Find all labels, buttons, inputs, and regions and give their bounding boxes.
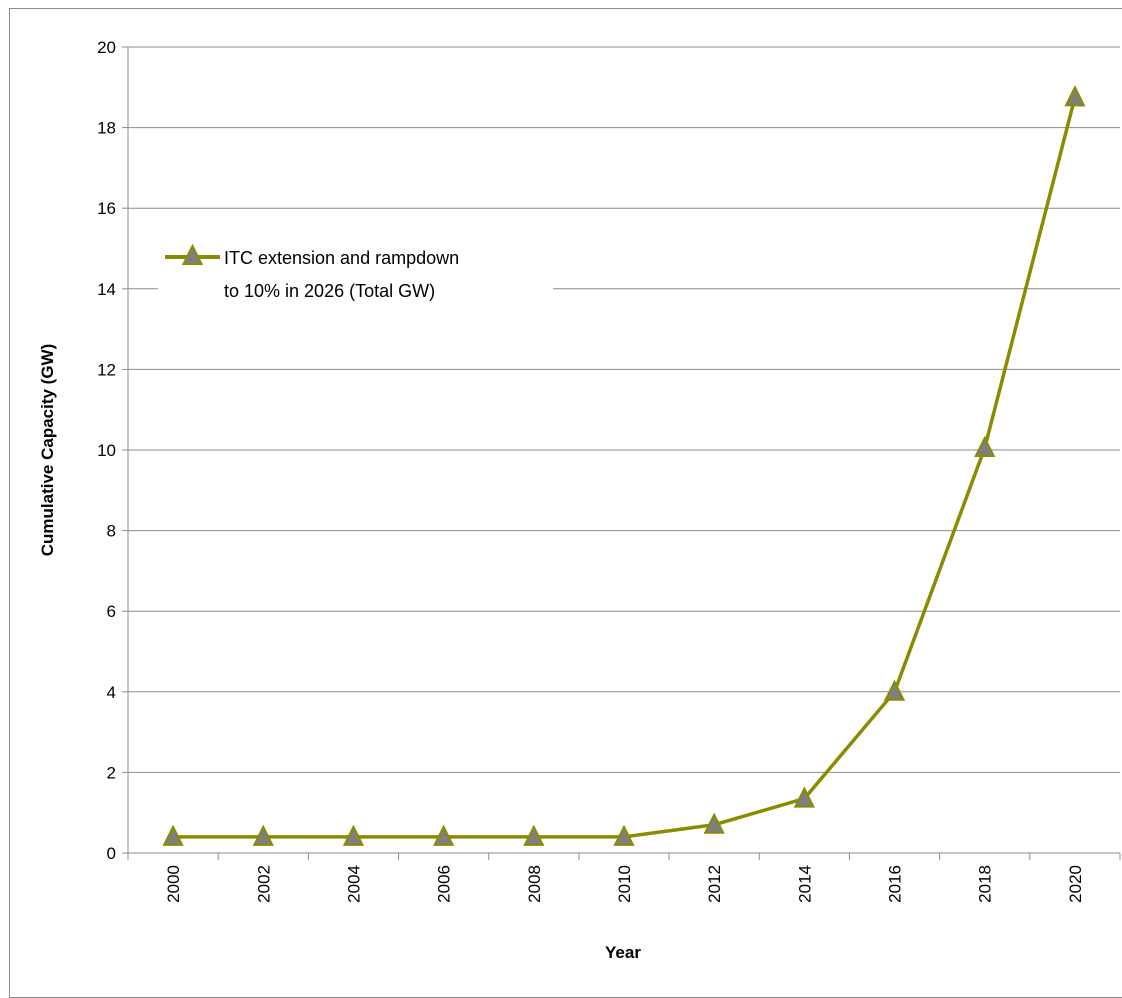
x-tick-label-2012: 2012 xyxy=(705,865,724,903)
y-axis-title: Cumulative Capacity (GW) xyxy=(38,344,57,557)
data-point-2002 xyxy=(252,824,274,846)
y-tick-label-12: 12 xyxy=(97,360,116,379)
y-tick-label-0: 0 xyxy=(107,844,116,863)
x-tick-labels: 2000 2002 2004 2006 2008 2010 2012 2014 2016 2018… xyxy=(164,865,1085,903)
x-tick-label-2018: 2018 xyxy=(976,865,995,903)
legend: ITC extension and rampdown to 10% in 202… xyxy=(158,228,553,310)
x-tick-label-2010: 2010 xyxy=(615,865,634,903)
data-point-2004 xyxy=(342,824,365,846)
series-group xyxy=(162,85,1086,846)
y-tick-labels: 0 2 4 6 8 10 12 14 16 18 20 xyxy=(97,38,116,863)
data-point-2010 xyxy=(613,824,635,846)
x-tick-label-2008: 2008 xyxy=(525,865,544,903)
data-point-2006 xyxy=(433,824,455,846)
x-tick-label-2020: 2020 xyxy=(1066,865,1085,903)
y-tick-label-16: 16 xyxy=(97,199,116,218)
data-point-2008 xyxy=(523,824,545,846)
data-point-2016 xyxy=(883,679,906,701)
y-tick-label-8: 8 xyxy=(107,522,116,541)
x-tick-label-2014: 2014 xyxy=(795,865,814,903)
y-tick-label-4: 4 xyxy=(107,683,116,702)
axes xyxy=(122,46,1121,860)
data-point-2018 xyxy=(974,435,996,457)
data-point-2014 xyxy=(793,786,815,808)
y-tick-label-20: 20 xyxy=(97,38,116,57)
y-tick-label-10: 10 xyxy=(97,441,116,460)
x-tick-label-2006: 2006 xyxy=(435,865,454,903)
x-tick-label-2004: 2004 xyxy=(344,865,363,903)
y-tick-label-2: 2 xyxy=(107,763,116,782)
x-tick-label-2002: 2002 xyxy=(254,865,273,903)
legend-label-line-1: ITC extension and rampdown xyxy=(224,248,459,268)
data-point-2000 xyxy=(162,824,184,846)
gridlines xyxy=(128,46,1120,773)
legend-marker-triangle-icon xyxy=(181,243,204,265)
data-point-2012 xyxy=(703,812,725,834)
y-tick-label-18: 18 xyxy=(97,119,116,138)
legend-background xyxy=(158,228,553,310)
data-point-2020 xyxy=(1064,85,1086,107)
legend-label-line-2: to 10% in 2026 (Total GW) xyxy=(224,281,435,301)
y-tick-label-14: 14 xyxy=(97,280,116,299)
x-tick-label-2016: 2016 xyxy=(886,865,905,903)
x-tick-label-2000: 2000 xyxy=(164,865,183,903)
x-axis-title: Year xyxy=(605,943,641,962)
y-tick-label-6: 6 xyxy=(107,602,116,621)
